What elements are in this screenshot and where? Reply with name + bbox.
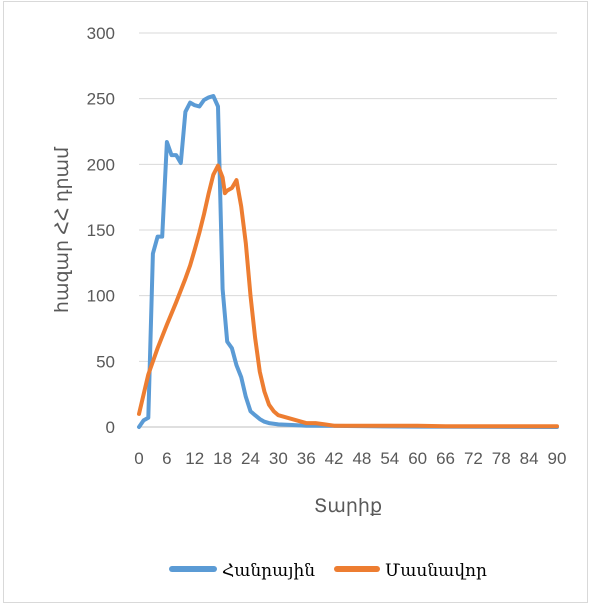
- x-tick-label: 42: [325, 449, 344, 468]
- x-tick-label: 18: [213, 449, 232, 468]
- y-tick-labels: 0 50 100 150 200 250 300: [87, 24, 115, 437]
- x-tick-label: 30: [269, 449, 288, 468]
- series-line-1: [137, 94, 559, 429]
- chart-frame: [3, 1, 588, 603]
- x-tick-label: 0: [134, 449, 143, 468]
- x-tick-label: 6: [162, 449, 171, 468]
- x-tick-label: 60: [408, 449, 427, 468]
- x-tick-labels: 0 6 12 18 24 30 36 42 48 54 60 66 72 78 84 90: [134, 449, 566, 468]
- y-tick-label: 100: [87, 287, 115, 306]
- y-tick-label: 300: [87, 24, 115, 43]
- x-tick-label: 12: [185, 449, 204, 468]
- legend: Հանրային Մասնավոր: [169, 561, 487, 580]
- x-tick-label: 24: [241, 449, 260, 468]
- y-tick-label: 0: [106, 418, 115, 437]
- x-tick-label: 54: [380, 449, 399, 468]
- x-tick-label: 84: [520, 449, 539, 468]
- legend-label-2: Մասնավոր: [385, 561, 487, 580]
- y-tick-label: 250: [87, 90, 115, 109]
- x-tick-label: 90: [548, 449, 567, 468]
- x-tick-label: 72: [464, 449, 483, 468]
- x-tick-label: 36: [297, 449, 316, 468]
- y-tick-label: 50: [96, 352, 115, 371]
- x-tick-label: 48: [352, 449, 371, 468]
- y-tick-label: 200: [87, 155, 115, 174]
- x-tick-label: 78: [492, 449, 511, 468]
- y-tick-label: 150: [87, 221, 115, 240]
- y-axis-title: հազար ՀՀ դրամ: [52, 146, 73, 313]
- x-axis-title: Տարիք: [314, 496, 382, 517]
- x-tick-label: 66: [436, 449, 455, 468]
- series-line-2: [137, 163, 559, 429]
- legend-label-1: Հանրային: [222, 561, 315, 580]
- series-lines: [137, 94, 559, 429]
